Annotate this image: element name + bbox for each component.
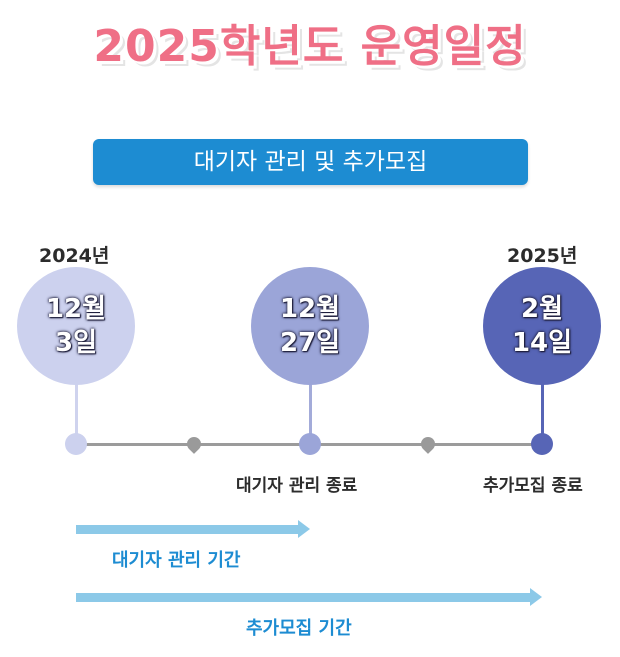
timeline-drop-marker [418,434,438,454]
year-label-start: 2024년 [39,245,110,267]
milestone-label-waitlist-end: 대기자 관리 종료 [236,476,358,496]
section-banner: 대기자 관리 및 추가모집 [93,139,528,185]
date-circle-start: 12월 3일 [17,267,135,385]
date-circle-mid: 12월 27일 [251,267,369,385]
additional-period-arrow [76,588,542,606]
year-label-end: 2025년 [507,245,578,267]
date-day: 27일 [279,328,341,358]
waitlist-period-arrow [76,520,310,538]
date-day: 14일 [511,328,573,358]
stem-mid [309,380,312,434]
period-label-additional: 추가모집 기간 [246,618,352,639]
stem-start [75,380,78,434]
timeline-dot-end [531,433,553,455]
page-title: 2025학년도 운영일정 [93,21,527,72]
timeline-dot-mid [299,433,321,455]
timeline-drop-marker [184,434,204,454]
stem-end [541,380,544,434]
period-label-waitlist: 대기자 관리 기간 [112,550,241,571]
date-month: 2월 [520,294,563,324]
milestone-label-additional-end: 추가모집 종료 [483,476,583,496]
date-month: 12월 [279,294,341,324]
date-circle-end: 2월 14일 [483,267,601,385]
timeline-dot-start [65,433,87,455]
date-day: 3일 [54,328,97,358]
date-month: 12월 [45,294,107,324]
